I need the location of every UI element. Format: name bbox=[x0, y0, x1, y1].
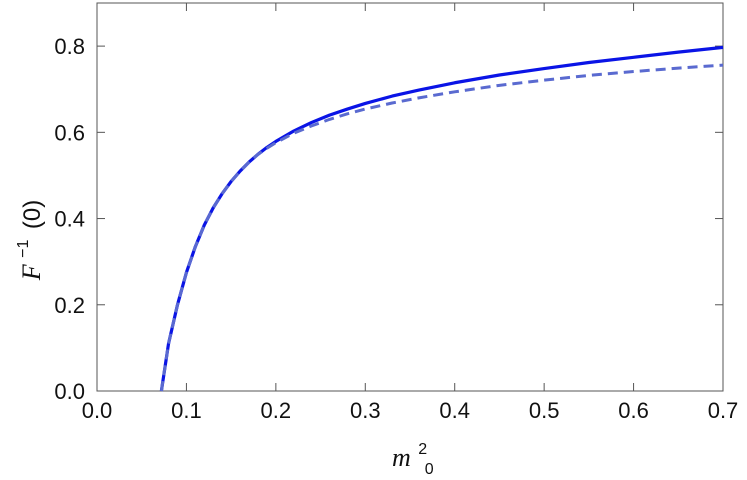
x-tick-label: 0.0 bbox=[82, 398, 113, 423]
y-tick-label: 0.4 bbox=[54, 207, 85, 232]
x-tick-label: 0.5 bbox=[529, 398, 560, 423]
y-tick-label: 0.2 bbox=[54, 293, 85, 318]
x-tick-label: 0.1 bbox=[171, 398, 202, 423]
x-axis-label-sup: 2 bbox=[418, 441, 427, 458]
axis-ticks bbox=[96, 3, 724, 392]
series-layer bbox=[159, 45, 724, 392]
x-axis-label-base: m bbox=[392, 443, 411, 472]
y-axis-label-arg: (0) bbox=[19, 200, 46, 229]
y-axis-label-base: F bbox=[17, 263, 46, 281]
y-axis-label: F −1 (0) bbox=[5, 200, 46, 281]
solid-series-line bbox=[159, 45, 724, 392]
x-tick-label: 0.6 bbox=[618, 398, 649, 423]
y-tick-label: 0.8 bbox=[54, 34, 85, 59]
tick-labels: 0.0 0.1 0.2 0.3 0.4 0.5 0.6 0.7 0.0 0.2 0.4 0.6 0.8 bbox=[54, 34, 738, 423]
y-tick-label: 0.0 bbox=[54, 379, 85, 404]
x-tick-label: 0.3 bbox=[350, 398, 381, 423]
x-tick-label: 0.2 bbox=[261, 398, 292, 423]
x-axis-label-sub: 0 bbox=[425, 461, 434, 478]
dashed-series-line bbox=[159, 63, 724, 392]
x-tick-label: 0.4 bbox=[439, 398, 470, 423]
y-tick-label: 0.6 bbox=[54, 120, 85, 145]
x-axis-label: m 2 0 bbox=[392, 431, 434, 478]
x-tick-label: 0.7 bbox=[708, 398, 739, 423]
y-axis-label-sup: −1 bbox=[15, 240, 32, 258]
plot-frame bbox=[96, 2, 724, 392]
